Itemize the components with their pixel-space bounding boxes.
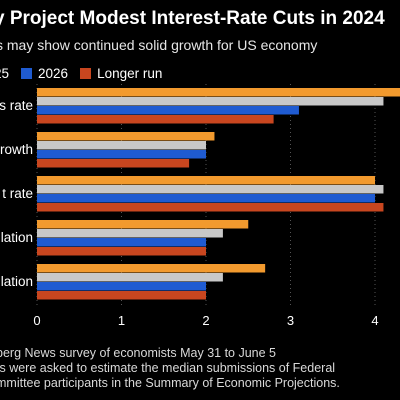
bar-cat1-series1 (37, 141, 206, 150)
bar-chart: 0 1 2 3 4 s rate rowth t rate lation lation (0, 84, 400, 328)
bar-cat0-series2 (37, 106, 299, 115)
bar-cat0-series1 (37, 97, 384, 106)
category-label-0: s rate (0, 98, 33, 113)
bar-cat2-series3 (37, 203, 384, 212)
legend: 25 2026 Longer run (0, 64, 174, 82)
legend-item-2: 2026 (21, 66, 68, 81)
x-tick-label-3: 3 (287, 313, 294, 328)
bar-cat4-series2 (37, 282, 206, 291)
bar-cat2-series2 (37, 194, 375, 203)
bar-cat4-series1 (37, 273, 223, 282)
bar-cat3-series2 (37, 238, 206, 247)
legend-swatch-3 (80, 67, 92, 79)
x-tick-label-4: 4 (371, 313, 378, 328)
chart-footnote: berg News survey of economists May 31 to… (0, 346, 400, 391)
bar-cat4-series3 (37, 291, 206, 300)
bar-cat3-series3 (37, 247, 206, 256)
bar-cat1-series0 (37, 132, 215, 141)
legend-label-2: 2026 (38, 65, 69, 81)
bar-cat3-series0 (37, 220, 249, 229)
bar-cat4-series0 (37, 264, 266, 273)
chart-subtitle: s may show continued solid growth for US… (0, 37, 318, 53)
x-tick-label-0: 0 (33, 313, 40, 328)
category-label-2: t rate (2, 186, 33, 201)
bar-cat0-series3 (37, 115, 274, 124)
bar-cat0-series0 (37, 88, 400, 97)
bar-cat1-series2 (37, 150, 206, 159)
x-tick-label-1: 1 (118, 313, 125, 328)
legend-swatch-2 (21, 67, 33, 79)
bar-cat2-series0 (37, 176, 375, 185)
chart-title: y Project Modest Interest-Rate Cuts in 2… (0, 8, 385, 29)
footnote-line-2: ts were asked to estimate the median sub… (0, 361, 336, 375)
legend-item-3: Longer run (80, 66, 162, 81)
category-label-3: lation (1, 230, 33, 245)
bar-cat2-series1 (37, 185, 384, 194)
bar-cat3-series1 (37, 229, 223, 238)
x-tick-label-2: 2 (202, 313, 209, 328)
legend-item-1: 25 (0, 66, 9, 81)
footnote-line-1: berg News survey of economists May 31 to… (0, 346, 276, 360)
footnote-line-3: mmittee participants in the Summary of E… (0, 376, 340, 390)
bar-cat1-series3 (37, 159, 190, 168)
legend-label-1: 25 (0, 65, 10, 81)
category-label-4: lation (1, 274, 33, 289)
legend-label-3: Longer run (97, 65, 163, 81)
category-label-1: rowth (0, 142, 33, 157)
